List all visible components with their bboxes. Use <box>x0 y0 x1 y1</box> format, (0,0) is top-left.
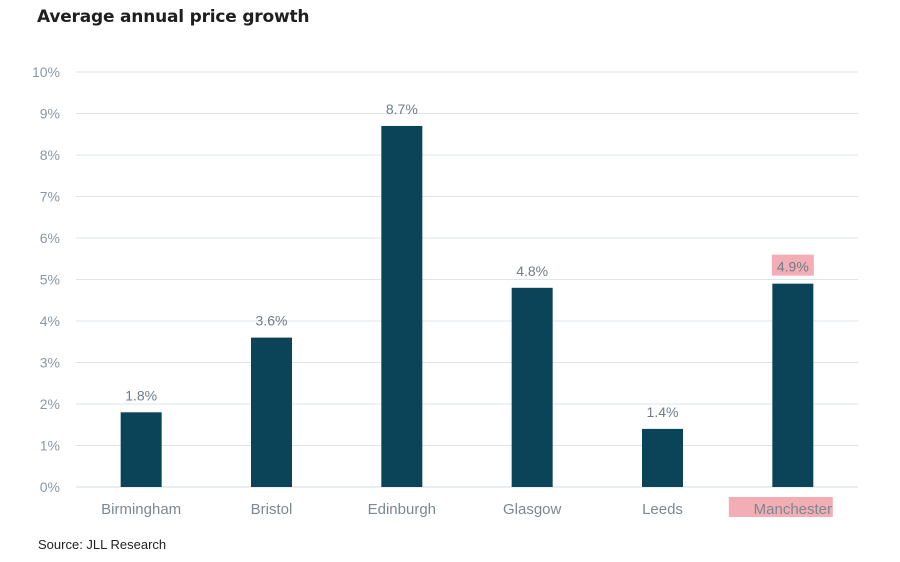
data-labels: 1.8% 3.6% 8.7% 4.8% 1.4% 4.9% <box>125 101 809 420</box>
y-tick-label: 4% <box>40 313 60 329</box>
y-tick-label: 8% <box>40 147 60 163</box>
data-label: 8.7% <box>386 101 418 117</box>
y-tick-label: 1% <box>40 438 60 454</box>
bars <box>120 125 814 487</box>
y-tick-label: 5% <box>40 272 60 288</box>
source-note: Source: JLL Research <box>38 537 167 552</box>
category-label-highlight <box>728 497 833 517</box>
y-tick-label: 3% <box>40 355 60 371</box>
chart-title: Average annual price growth <box>37 7 310 27</box>
category-label: Glasgow <box>503 501 562 518</box>
bar-manchester <box>772 283 814 487</box>
bar-birmingham <box>120 412 162 487</box>
bar-bristol <box>251 337 292 487</box>
category-label: Leeds <box>642 501 683 518</box>
data-label-highlight <box>771 254 814 276</box>
bar-leeds <box>642 428 683 487</box>
category-label: Manchester <box>754 501 832 518</box>
category-label: Birmingham <box>101 501 181 518</box>
y-tick-label: 6% <box>40 230 60 246</box>
y-axis-ticks: 0% 1% 2% 3% 4% 5% 6% 7% 8% 9% 10% <box>32 64 60 495</box>
data-label: 3.6% <box>256 313 288 329</box>
y-tick-label: 7% <box>40 189 60 205</box>
data-label: 4.8% <box>516 263 548 279</box>
data-label: 1.8% <box>125 387 157 403</box>
highlight-marks <box>728 254 833 517</box>
category-label: Bristol <box>251 501 293 518</box>
data-label: 4.9% <box>777 259 809 275</box>
y-tick-label: 0% <box>40 479 60 495</box>
y-tick-label: 2% <box>40 396 60 412</box>
y-tick-label: 9% <box>40 106 60 122</box>
category-labels: Birmingham Bristol Edinburgh Glasgow Leeds Ma… <box>101 501 832 518</box>
y-tick-label: 10% <box>32 64 60 80</box>
bar-edinburgh <box>381 125 423 487</box>
bar-glasgow <box>511 287 553 487</box>
gridlines <box>76 71 858 488</box>
data-label: 1.4% <box>647 404 679 420</box>
category-label: Edinburgh <box>368 501 436 518</box>
